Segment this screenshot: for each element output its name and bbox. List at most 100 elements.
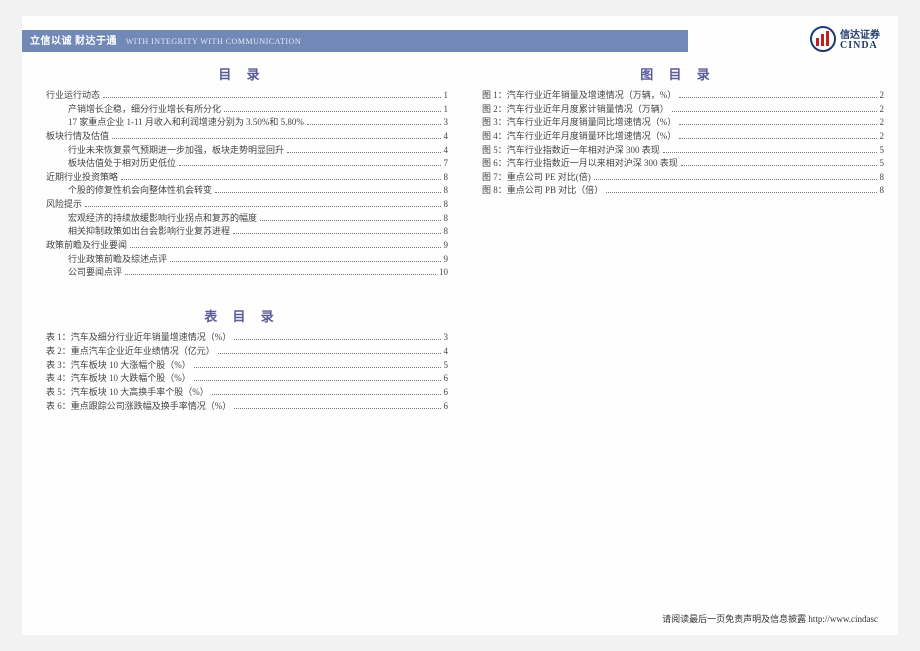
- toc-page: 9: [444, 239, 449, 251]
- toc-item: 公司要闻点评 10: [36, 266, 448, 278]
- toc-label: 板块行情及估值: [46, 130, 109, 142]
- toc-label: 相关抑制政策如出台会影响行业复苏进程: [68, 225, 230, 237]
- toc-dots: [234, 339, 440, 340]
- toc-item: 表 6：重点跟踪公司涨跌幅及换手率情况（%） 6: [36, 400, 448, 412]
- right-column: 图 目 录 图 1：汽车行业近年销量及增速情况（万辆，%）2 图 2：汽车行业近年…: [472, 64, 884, 605]
- toc-item: 图 5：汽车行业指数近一年相对沪深 300 表现 5: [472, 144, 884, 156]
- toc-label: 个股的修复性机会向整体性机会转变: [68, 184, 212, 196]
- toc-page: 8: [444, 225, 449, 237]
- toc-label: 近期行业投资策略: [46, 171, 118, 183]
- toc-label: 图 3：汽车行业近年月度销量同比增速情况（%）: [482, 116, 676, 128]
- toc-dots: [125, 274, 436, 275]
- toc-item: 图 2：汽车行业近年月度累计销量情况（万辆）2: [472, 103, 884, 115]
- toc-item: 17 家重点企业 1-11 月收入和利润增速分别为 3.50%和 5.80% 3: [36, 116, 448, 128]
- toc-page: 3: [444, 331, 449, 343]
- toc-item: 图 7：重点公司 PE 对比(倍)8: [472, 171, 884, 183]
- toc-item: 产销增长企稳，细分行业增长有所分化 1: [36, 103, 448, 115]
- toc-page: 1: [444, 89, 449, 101]
- logo-text-cn: 信达证券: [840, 31, 880, 41]
- toc-dots: [179, 165, 440, 166]
- content: 目 录 行业运行动态1产销增长企稳，细分行业增长有所分化117 家重点企业 1-…: [36, 64, 884, 605]
- toc-page: 4: [444, 345, 449, 357]
- toc-dots: [594, 179, 877, 180]
- motto-en: WITH INTEGRITY WITH COMMUNICATION: [126, 37, 301, 46]
- toc-label: 图 6：汽车行业指数近一月以来相对沪深 300 表现: [482, 157, 678, 169]
- toc-page: 6: [444, 386, 449, 398]
- toc-item: 图 1：汽车行业近年销量及增速情况（万辆，%）2: [472, 89, 884, 101]
- toc-item: 图 8：重点公司 PB 对比（倍）8: [472, 184, 884, 196]
- toc-page: 3: [444, 116, 449, 128]
- toc-label: 表 6：重点跟踪公司涨跌幅及换手率情况（%）: [46, 400, 231, 412]
- toc-tables-title: 表 目 录: [36, 306, 448, 325]
- footer-text: 请阅读最后一页免责声明及信息披露 http://www.cindasc: [662, 612, 878, 625]
- toc-label: 图 5：汽车行业指数近一年相对沪深 300 表现: [482, 144, 660, 156]
- toc-item: 行业未来恢复景气预期进一步加强，板块走势明显回升4: [36, 144, 448, 156]
- toc-item: 图 3：汽车行业近年月度销量同比增速情况（%） 2: [472, 116, 884, 128]
- toc-label: 图 2：汽车行业近年月度累计销量情况（万辆）: [482, 103, 669, 115]
- toc-page: 9: [444, 253, 449, 265]
- toc-item: 表 2：重点汽车企业近年业绩情况（亿元） 4: [36, 345, 448, 357]
- toc-page: 2: [880, 116, 885, 128]
- toc-label: 表 5：汽车板块 10 大高换手率个股（%）: [46, 386, 209, 398]
- toc-label: 表 1：汽车及细分行业近年销量增速情况（%）: [46, 331, 231, 343]
- toc-page: 6: [444, 400, 449, 412]
- toc-page: 6: [444, 372, 449, 384]
- toc-dots: [260, 220, 440, 221]
- logo-text: 信达证券 CINDA: [840, 31, 880, 51]
- toc-dots: [215, 192, 440, 193]
- toc-item: 政策前瞻及行业要闻 9: [36, 239, 448, 251]
- toc-label: 表 2：重点汽车企业近年业绩情况（亿元）: [46, 345, 215, 357]
- toc-dots: [224, 111, 440, 112]
- toc-figures-title: 图 目 录: [472, 64, 884, 83]
- toc-item: 板块行情及估值 4: [36, 130, 448, 142]
- toc-label: 风险提示: [46, 198, 82, 210]
- toc-page: 8: [444, 184, 449, 196]
- toc-label: 公司要闻点评: [68, 266, 122, 278]
- toc-label: 行业政策前瞻及综述点评: [68, 253, 167, 265]
- toc-dots: [663, 152, 877, 153]
- toc-page: 10: [439, 266, 448, 278]
- toc-item: 行业运行动态1: [36, 89, 448, 101]
- toc-dots: [233, 233, 440, 234]
- toc-dots: [307, 124, 441, 125]
- toc-page: 4: [444, 130, 449, 142]
- toc-dots: [606, 192, 876, 193]
- toc-dots: [212, 394, 441, 395]
- left-column: 目 录 行业运行动态1产销增长企稳，细分行业增长有所分化117 家重点企业 1-…: [36, 64, 448, 605]
- toc-label: 政策前瞻及行业要闻: [46, 239, 127, 251]
- toc-item: 表 4：汽车板块 10 大跌幅个股（%）6: [36, 372, 448, 384]
- toc-dots: [194, 367, 441, 368]
- toc-page: 2: [880, 130, 885, 142]
- toc-dots: [170, 261, 440, 262]
- toc-dots: [121, 179, 440, 180]
- toc-page: 8: [444, 171, 449, 183]
- toc-item: 宏观经济的持续放缓影响行业拐点和复苏的幅度8: [36, 212, 448, 224]
- toc-dots: [679, 138, 876, 139]
- toc-label: 产销增长企稳，细分行业增长有所分化: [68, 103, 221, 115]
- toc-label: 图 7：重点公司 PE 对比(倍): [482, 171, 591, 183]
- toc-dots: [679, 97, 876, 98]
- toc-item: 相关抑制政策如出台会影响行业复苏进程 8: [36, 225, 448, 237]
- toc-page: 2: [880, 89, 885, 101]
- toc-item: 个股的修复性机会向整体性机会转变 8: [36, 184, 448, 196]
- toc-page: 8: [880, 184, 885, 196]
- toc-dots: [218, 353, 441, 354]
- toc-page: 1: [444, 103, 449, 115]
- toc-item: 图 6：汽车行业指数近一月以来相对沪深 300 表现 5: [472, 157, 884, 169]
- toc-dots: [103, 97, 440, 98]
- toc-label: 17 家重点企业 1-11 月收入和利润增速分别为 3.50%和 5.80%: [68, 116, 304, 128]
- toc-label: 板块估值处于相对历史低位: [68, 157, 176, 169]
- toc-dots: [130, 247, 440, 248]
- toc-page: 5: [880, 157, 885, 169]
- toc-item: 行业政策前瞻及综述点评 9: [36, 253, 448, 265]
- toc-label: 图 4：汽车行业近年月度销量环比增速情况（%）: [482, 130, 676, 142]
- toc-dots: [112, 138, 440, 139]
- toc-page: 5: [444, 359, 449, 371]
- logo-icon: [810, 26, 836, 55]
- toc-dots: [679, 124, 876, 125]
- toc-dots: [287, 152, 440, 153]
- toc-page: 5: [880, 144, 885, 156]
- toc-page: 4: [444, 144, 449, 156]
- toc-dots: [681, 165, 877, 166]
- toc-tables-list: 表 1：汽车及细分行业近年销量增速情况（%） 3 表 2：重点汽车企业近年业绩情况（…: [36, 331, 448, 411]
